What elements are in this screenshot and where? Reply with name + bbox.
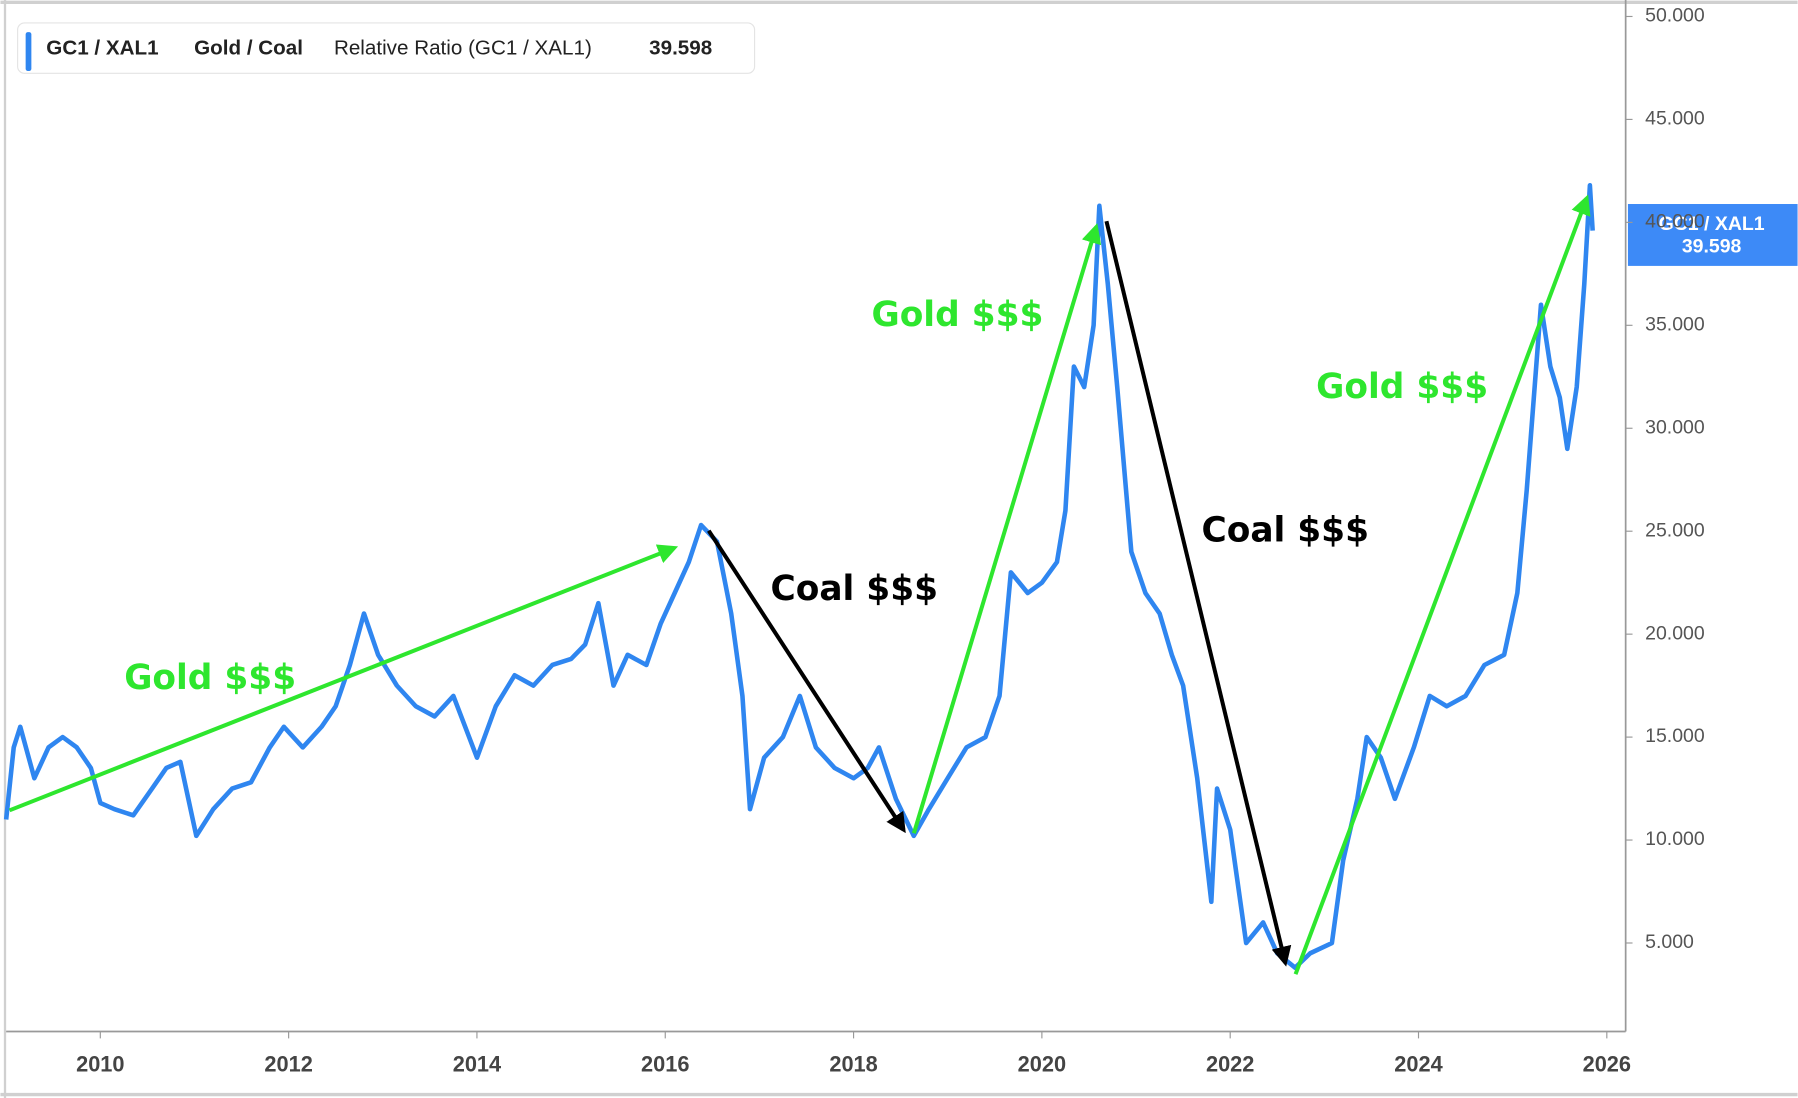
arrow bbox=[1104, 220, 1292, 967]
annotation: Coal $$$ bbox=[771, 569, 939, 609]
y-tick-label: 15.000 bbox=[1645, 725, 1705, 747]
x-tick-label: 2020 bbox=[1018, 1052, 1066, 1077]
arrow bbox=[707, 529, 906, 834]
annotation: Coal $$$ bbox=[1201, 510, 1369, 550]
x-tick-label: 2022 bbox=[1206, 1052, 1254, 1077]
y-tick-label: 45.000 bbox=[1645, 108, 1705, 130]
y-tick-label: 25.000 bbox=[1645, 519, 1705, 541]
legend-symbol: GC1 / XAL1 bbox=[46, 37, 158, 60]
price-tag-box bbox=[1627, 204, 1798, 266]
legend-study: Relative Ratio (GC1 / XAL1) bbox=[334, 37, 592, 60]
annotation: Gold $$$ bbox=[871, 295, 1043, 335]
annotation: Gold $$$ bbox=[124, 658, 296, 698]
arrow bbox=[1293, 194, 1591, 975]
legend-value: 39.598 bbox=[649, 37, 712, 60]
y-tick-label: 40.000 bbox=[1645, 211, 1705, 233]
x-tick-label: 2012 bbox=[264, 1052, 312, 1077]
plot bbox=[3, 183, 1595, 970]
y-tick-label: 35.000 bbox=[1645, 313, 1705, 335]
y-tick-label: 30.000 bbox=[1645, 416, 1705, 438]
price-tag-symbol: GC1 / XAL1 bbox=[1659, 213, 1765, 235]
arrow bbox=[8, 544, 679, 813]
x-tick-label: 2010 bbox=[76, 1052, 124, 1077]
x-tick-label: 2016 bbox=[641, 1052, 689, 1077]
legend-name: Gold / Coal bbox=[194, 37, 303, 60]
price-tag-value: 39.598 bbox=[1682, 236, 1742, 258]
price-tag: GC1 / XAL1 39.598 bbox=[1627, 204, 1798, 266]
x-tick-label: 2024 bbox=[1394, 1052, 1442, 1077]
y-tick-label: 20.000 bbox=[1645, 622, 1705, 644]
x-tick-label: 2026 bbox=[1583, 1052, 1631, 1077]
arrow bbox=[911, 223, 1102, 834]
legend-box bbox=[17, 22, 756, 74]
arrows bbox=[8, 194, 1591, 975]
y-tick-label: 10.000 bbox=[1645, 828, 1705, 850]
legend-swatch bbox=[25, 32, 32, 72]
annotation: Gold $$$ bbox=[1316, 367, 1488, 407]
legend: GC1 / XAL1 Gold / Coal Relative Ratio (G… bbox=[17, 22, 756, 74]
series-line bbox=[3, 183, 1595, 970]
y-tick-label: 5.000 bbox=[1645, 931, 1694, 953]
x-tick-label: 2018 bbox=[829, 1052, 877, 1077]
x-tick-label: 2014 bbox=[453, 1052, 501, 1077]
y-tick-label: 50.000 bbox=[1645, 5, 1705, 27]
